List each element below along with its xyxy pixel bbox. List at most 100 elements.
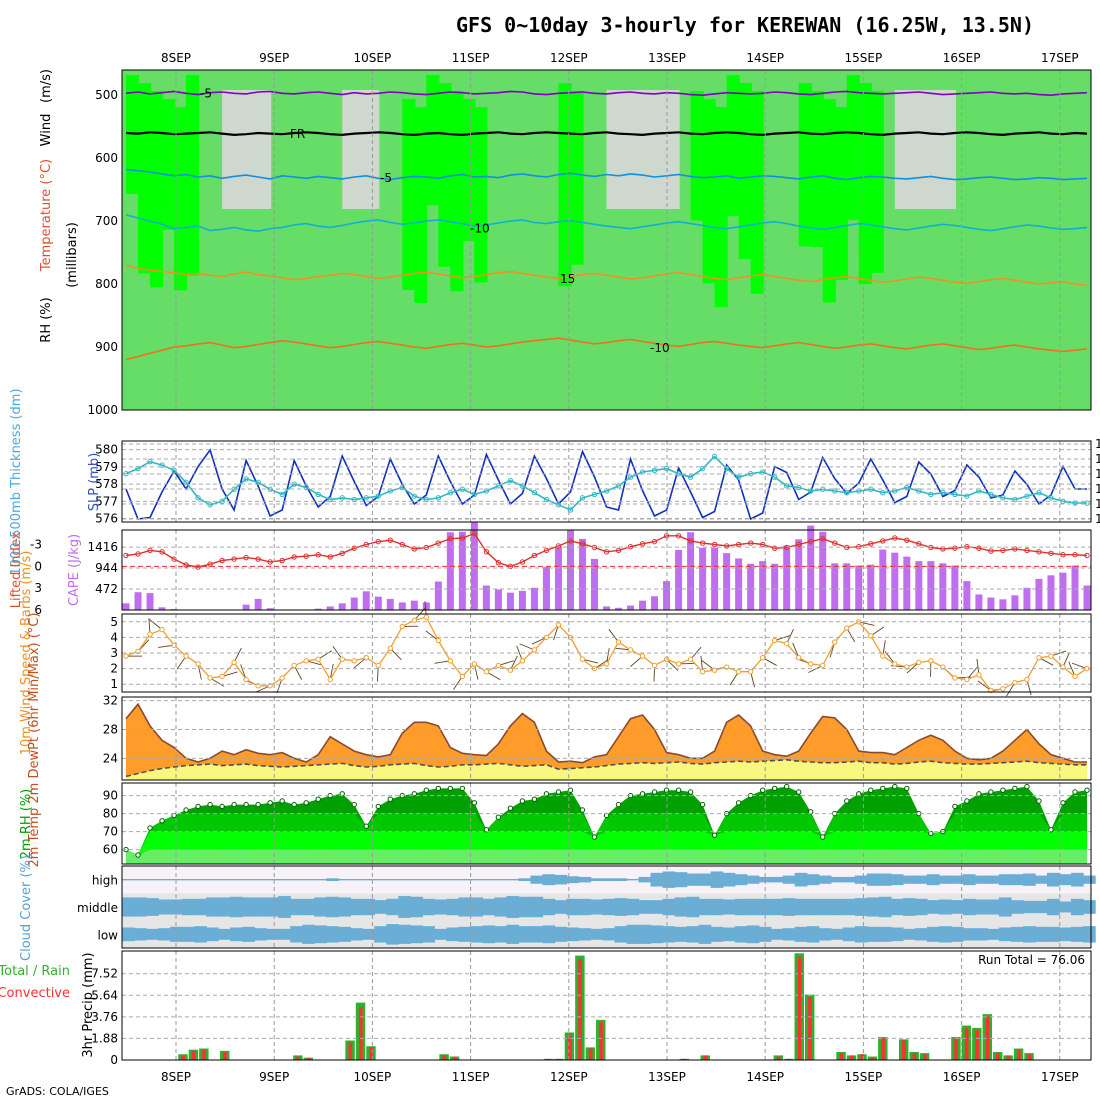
cloud-high-cell bbox=[998, 874, 1012, 886]
precip-convective-bar bbox=[703, 1055, 708, 1060]
chart-title: GFS 0~10day 3-hourly for KEREWAN (16.25W… bbox=[456, 13, 1034, 37]
cloud-low-cell bbox=[650, 925, 664, 944]
cloud-middle-cell bbox=[1083, 900, 1096, 914]
precip-convective-bar bbox=[860, 1054, 864, 1060]
cape-bar bbox=[1023, 587, 1031, 610]
precip-convective-bar bbox=[202, 1049, 206, 1060]
cloud-middle-cell bbox=[254, 897, 267, 917]
rh-high-cell bbox=[462, 99, 476, 242]
cloud-high-cell bbox=[878, 873, 892, 886]
cloud-low-cell bbox=[770, 928, 784, 940]
rh-tick: 70 bbox=[103, 825, 118, 839]
precip-convective-bar bbox=[181, 1055, 186, 1060]
precip-convective-bar bbox=[191, 1050, 196, 1060]
cloud-middle-cell bbox=[122, 897, 135, 917]
cape-bar bbox=[386, 598, 394, 610]
rh-point bbox=[892, 783, 898, 790]
wind-point bbox=[231, 659, 237, 666]
rh-low-cell bbox=[342, 90, 356, 209]
li-point bbox=[531, 552, 538, 559]
cloud-high-cell bbox=[710, 871, 724, 888]
rh-point bbox=[291, 801, 297, 808]
cloud-low-cell bbox=[338, 926, 351, 942]
rh-point bbox=[507, 805, 514, 811]
li-point bbox=[147, 547, 153, 554]
rh-high-cell bbox=[810, 91, 824, 248]
cape-bar bbox=[819, 531, 827, 610]
cloud-middle-cell bbox=[518, 896, 532, 918]
rh-point bbox=[135, 852, 141, 858]
temp-line bbox=[125, 702, 1087, 764]
cloud-high-cell bbox=[242, 878, 255, 881]
cloud-high-cell bbox=[410, 878, 424, 881]
cloud-middle-cell bbox=[422, 898, 436, 916]
wind-point bbox=[207, 675, 213, 681]
cloud-middle-cell bbox=[914, 898, 928, 916]
wind-point bbox=[627, 647, 634, 653]
thickness-point bbox=[543, 496, 550, 503]
wind-point bbox=[735, 669, 742, 675]
cloud-middle-cell bbox=[134, 897, 147, 917]
li-point bbox=[639, 541, 646, 547]
rh-high-cell bbox=[702, 99, 716, 284]
cloud-low-cell bbox=[590, 928, 604, 940]
cloud-middle-cell bbox=[158, 899, 171, 915]
cape-bar bbox=[831, 563, 839, 610]
contour-2 bbox=[125, 168, 1088, 181]
rh-high-cell bbox=[414, 107, 428, 303]
rh-low-cell bbox=[354, 90, 368, 209]
precip-tick: 7.52 bbox=[91, 967, 118, 981]
li-point bbox=[327, 554, 333, 560]
contour-label: -10 bbox=[650, 341, 670, 355]
cape-tick: 944 bbox=[95, 561, 118, 575]
precip-convective-bar bbox=[452, 1056, 457, 1060]
wind-point bbox=[351, 658, 357, 664]
cape-bar bbox=[374, 596, 382, 610]
date-label-bottom: 8SEP bbox=[161, 1070, 191, 1084]
cloud-high-cell bbox=[590, 878, 604, 882]
thickness-point bbox=[904, 484, 910, 491]
cloud-high-cell bbox=[806, 874, 820, 886]
cloud-low-cell bbox=[170, 926, 183, 942]
thickness-point bbox=[279, 491, 285, 498]
upper-ylabel-part: (m/s) bbox=[39, 69, 54, 103]
wind-tick: 2 bbox=[110, 662, 118, 676]
wind-point bbox=[687, 656, 694, 662]
rh-point bbox=[471, 800, 478, 806]
wind-point bbox=[555, 622, 562, 628]
slp-tick: 1013 bbox=[1095, 467, 1100, 481]
cloud-axis-label: Cloud Cover (%) bbox=[19, 855, 34, 961]
rh-point bbox=[267, 800, 273, 806]
rh-high-cell bbox=[714, 107, 728, 308]
rh-point bbox=[435, 785, 442, 792]
wind-point bbox=[471, 661, 478, 667]
precip-tick: 1.88 bbox=[91, 1031, 118, 1045]
wind-point bbox=[219, 673, 225, 680]
cloud-low-cell bbox=[458, 926, 472, 942]
cape-bar bbox=[867, 564, 875, 610]
thickness-point bbox=[699, 465, 706, 472]
precip-convective-bar bbox=[578, 959, 582, 1060]
contour-3 bbox=[125, 214, 1088, 233]
rh-point bbox=[219, 803, 225, 810]
precip-convective-bar bbox=[567, 1034, 572, 1060]
cloud-low-cell bbox=[1022, 926, 1036, 943]
cloud-high-cell bbox=[974, 875, 988, 884]
wind-point bbox=[123, 653, 129, 659]
thickness-point bbox=[555, 502, 562, 508]
precip-convective-bar bbox=[369, 1047, 374, 1060]
cloud-low-cell bbox=[878, 926, 892, 942]
cloud-middle-cell bbox=[482, 898, 496, 916]
thickness-point bbox=[327, 496, 333, 503]
wind-point bbox=[435, 637, 442, 644]
cloud-low-cell bbox=[902, 928, 916, 940]
wind-point bbox=[159, 626, 165, 633]
precip-convective-bar bbox=[996, 1053, 1000, 1060]
cloud-high-cell bbox=[542, 874, 556, 886]
precip-convective-bar bbox=[849, 1055, 854, 1060]
cape-bar bbox=[855, 565, 863, 610]
cloud-middle-cell bbox=[350, 898, 363, 916]
wind-point bbox=[291, 662, 297, 669]
wind-point bbox=[375, 662, 381, 669]
li-point bbox=[447, 536, 454, 542]
